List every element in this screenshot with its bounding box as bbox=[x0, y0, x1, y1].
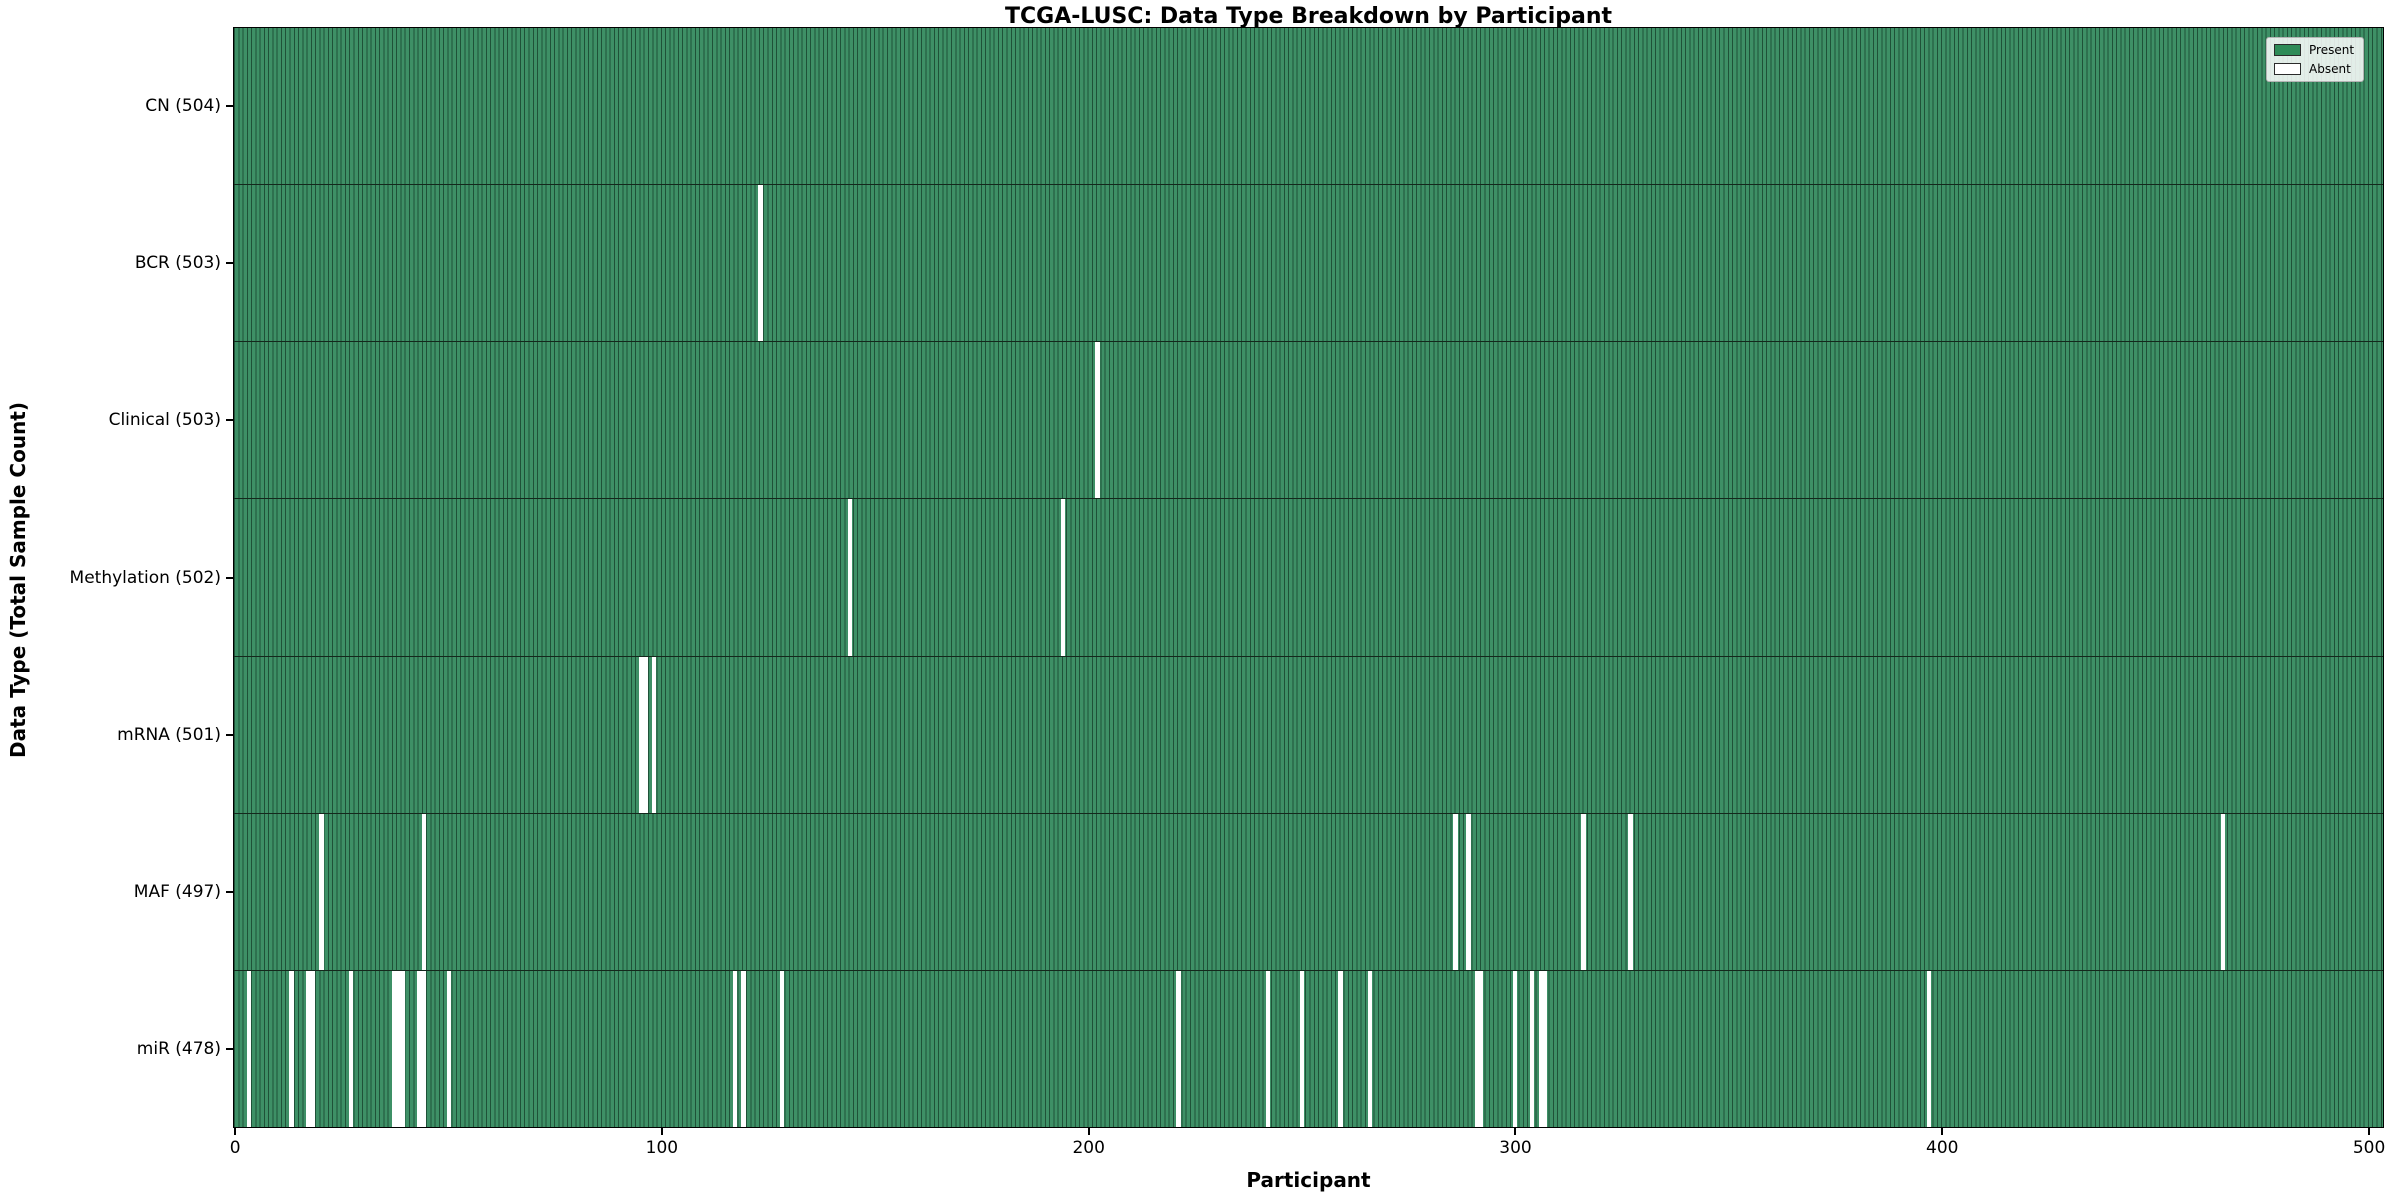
absent-mark bbox=[421, 813, 426, 970]
absent-mark bbox=[391, 970, 396, 1127]
legend-item-absent: Absent bbox=[2274, 62, 2354, 76]
absent-mark bbox=[349, 970, 354, 1127]
legend-label-absent: Absent bbox=[2309, 62, 2351, 76]
absent-mark bbox=[1176, 970, 1181, 1127]
legend: Present Absent bbox=[2266, 37, 2365, 82]
absent-mark bbox=[1581, 813, 1586, 970]
absent-mark bbox=[1530, 970, 1535, 1127]
absent-mark bbox=[732, 970, 738, 1127]
x-tick-mark bbox=[1087, 1128, 1090, 1135]
y-tick-label: BCR (503) bbox=[134, 252, 221, 273]
x-tick-label: 100 bbox=[645, 1138, 679, 1158]
y-tick-label: MAF (497) bbox=[133, 882, 221, 903]
y-tick-mark bbox=[226, 104, 233, 107]
datatype-row-mir bbox=[234, 970, 2383, 1127]
x-tick-label: 0 bbox=[229, 1138, 241, 1158]
absent-mark bbox=[400, 970, 405, 1127]
x-tick-mark bbox=[1941, 1128, 1944, 1135]
x-tick-mark bbox=[234, 1128, 237, 1135]
x-tick-label: 500 bbox=[2352, 1138, 2386, 1158]
absent-mark bbox=[421, 970, 426, 1127]
y-tick-mark bbox=[226, 1048, 233, 1051]
absent-mark bbox=[758, 185, 763, 342]
absent-mark bbox=[1368, 970, 1373, 1127]
absent-mark bbox=[289, 970, 294, 1127]
absent-mark bbox=[1513, 970, 1518, 1127]
absent-mark bbox=[1095, 342, 1100, 499]
absent-mark bbox=[1466, 813, 1471, 970]
y-tick-mark bbox=[226, 261, 233, 264]
y-tick-label: CN (504) bbox=[145, 95, 221, 116]
x-tick-label: 400 bbox=[1926, 1138, 1959, 1158]
y-tick-mark bbox=[226, 733, 233, 736]
absent-swatch bbox=[2274, 63, 2301, 75]
datatype-row-bcr bbox=[234, 185, 2383, 343]
absent-mark bbox=[447, 970, 452, 1127]
absent-mark bbox=[779, 970, 785, 1127]
absent-mark bbox=[319, 813, 324, 970]
absent-mark bbox=[1926, 970, 1931, 1127]
x-tick-mark bbox=[660, 1128, 663, 1135]
datatype-row-methylation bbox=[234, 499, 2383, 657]
absent-mark bbox=[848, 499, 853, 656]
y-tick-label: mRNA (501) bbox=[117, 724, 221, 745]
x-tick-mark bbox=[1514, 1128, 1517, 1135]
absent-mark bbox=[741, 970, 746, 1127]
plot-area bbox=[233, 27, 2384, 1128]
y-tick-mark bbox=[226, 891, 233, 894]
absent-mark bbox=[1628, 813, 1633, 970]
absent-mark bbox=[1543, 970, 1548, 1127]
y-tick-mark bbox=[226, 419, 233, 422]
absent-mark bbox=[417, 970, 422, 1127]
chart-title: TCGA-LUSC: Data Type Breakdown by Partic… bbox=[1004, 4, 1613, 29]
absent-mark bbox=[651, 656, 657, 813]
absent-mark bbox=[639, 656, 644, 813]
y-tick-label: miR (478) bbox=[136, 1039, 221, 1060]
absent-mark bbox=[246, 970, 252, 1127]
y-axis-labels: CN (504) BCR (503) Clinical (503) Methylati… bbox=[0, 27, 233, 1128]
legend-label-present: Present bbox=[2309, 43, 2355, 57]
absent-mark bbox=[396, 970, 401, 1127]
datatype-row-clinical bbox=[234, 342, 2383, 500]
y-tick-label: Methylation (502) bbox=[69, 567, 221, 588]
y-tick-mark bbox=[226, 576, 233, 579]
legend-item-present: Present bbox=[2274, 43, 2354, 57]
y-tick-label: Clinical (503) bbox=[108, 410, 221, 431]
absent-mark bbox=[1265, 970, 1271, 1127]
x-tick-label: 300 bbox=[1499, 1138, 1532, 1158]
absent-mark bbox=[1479, 970, 1484, 1127]
absent-mark bbox=[1474, 970, 1480, 1127]
datatype-row-cn bbox=[234, 28, 2383, 186]
datatype-row-mrna bbox=[234, 656, 2383, 814]
absent-mark bbox=[306, 970, 311, 1127]
x-tick-mark bbox=[2368, 1128, 2371, 1135]
absent-mark bbox=[2220, 813, 2226, 970]
absent-mark bbox=[310, 970, 315, 1127]
absent-mark bbox=[1338, 970, 1343, 1127]
absent-mark bbox=[1453, 813, 1458, 970]
x-axis: 0 100 200 300 400 500 bbox=[229, 1128, 2386, 1174]
datatype-row-maf bbox=[234, 813, 2383, 971]
absent-mark bbox=[1299, 970, 1305, 1127]
present-swatch bbox=[2274, 44, 2301, 56]
absent-mark bbox=[643, 656, 648, 813]
absent-mark bbox=[1061, 499, 1066, 656]
x-axis-title: Participant bbox=[1246, 1168, 1371, 1192]
absent-mark bbox=[1538, 970, 1543, 1127]
x-tick-label: 200 bbox=[1072, 1138, 1105, 1158]
